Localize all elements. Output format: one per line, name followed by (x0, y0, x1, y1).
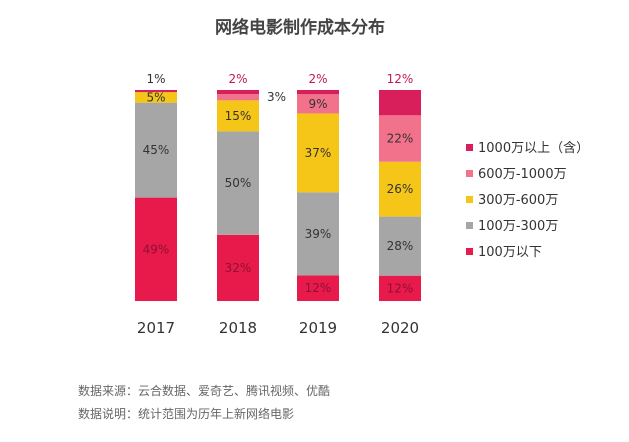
bar-label-2019-4: 2% (308, 72, 327, 86)
bar-segment-2019-0 (297, 275, 339, 301)
x-tick-label-2018: 2018 (219, 319, 257, 337)
bars-group (135, 90, 421, 301)
x-axis-labels: 2017 2018 2019 2020 (137, 319, 419, 337)
bar-segment-2019-1 (297, 192, 339, 276)
bar-label-2019-0: 12% (305, 281, 332, 295)
bar-segment-2019-2 (297, 113, 339, 193)
bar-segment-2018-4 (217, 90, 259, 95)
x-tick-label-2019: 2019 (299, 319, 337, 337)
bar-label-2019-3: 9% (308, 97, 327, 111)
legend-label-4: 100万以下 (478, 245, 542, 260)
legend-label-1: 600万-1000万 (478, 167, 567, 182)
legend-label-2: 300万-600万 (478, 193, 558, 208)
bar-segment-2020-3 (379, 115, 421, 162)
legend-swatch-3 (466, 222, 473, 229)
x-tick-label-2017: 2017 (137, 319, 175, 337)
bar-segment-2018-1 (217, 131, 259, 235)
labels-group: 49% 45% 5% 1% 32% 50% 15% 3% 2% 12% 39% 37% 9% 2% 12% 2… (143, 72, 414, 295)
bar-label-2020-3: 22% (387, 132, 414, 146)
bar-segment-2019-4 (297, 90, 339, 95)
bar-label-2020-4: 12% (387, 72, 414, 86)
legend-label-0: 1000万以上（含） (478, 140, 589, 156)
legend-swatch-2 (466, 196, 473, 203)
bar-segment-2020-0 (379, 275, 421, 301)
x-tick-label-2020: 2020 (381, 319, 419, 337)
bar-segment-2018-3 (217, 94, 259, 101)
data-source-note: 数据来源：云合数据、爱奇艺、腾讯视频、优酷 (78, 384, 331, 398)
bar-segment-2020-2 (379, 161, 421, 217)
bar-segment-2017-2 (135, 92, 177, 103)
bar-segment-2017-1 (135, 102, 177, 198)
bar-segment-2018-0 (217, 234, 259, 301)
bar-segment-2018-2 (217, 100, 259, 132)
legend-swatch-0 (466, 144, 473, 151)
bar-label-2020-2: 26% (387, 182, 414, 196)
bar-label-2018-1: 50% (225, 176, 252, 190)
bar-label-2017-4: 1% (146, 72, 165, 86)
bar-label-2018-0: 32% (225, 261, 252, 275)
bar-label-2017-1: 45% (143, 143, 170, 157)
bar-segment-2020-4 (379, 90, 421, 116)
legend: 1000万以上（含） 600万-1000万 300万-600万 100万-300万 10… (466, 140, 589, 260)
bar-label-2018-4: 2% (228, 72, 247, 86)
chart-title: 网络电影制作成本分布 (215, 17, 385, 38)
bar-label-2019-1: 39% (305, 227, 332, 241)
bar-label-2017-2: 5% (146, 90, 165, 104)
bar-label-2018-3: 3% (267, 90, 286, 104)
legend-label-3: 100万-300万 (478, 219, 558, 234)
bar-label-2020-1: 28% (387, 239, 414, 253)
data-description-note: 数据说明：统计范围为历年上新网络电影 (78, 407, 295, 421)
bar-segment-2020-1 (379, 216, 421, 276)
bar-label-2019-2: 37% (305, 146, 332, 160)
bar-label-2017-0: 49% (143, 242, 170, 256)
bar-segment-2019-3 (297, 94, 339, 114)
bar-segment-2017-0 (135, 197, 177, 301)
bar-label-2020-0: 12% (387, 281, 414, 295)
bar-segment-2017-4 (135, 90, 177, 93)
legend-swatch-1 (466, 170, 473, 177)
legend-swatch-4 (466, 248, 473, 255)
bar-label-2018-2: 15% (225, 109, 252, 123)
